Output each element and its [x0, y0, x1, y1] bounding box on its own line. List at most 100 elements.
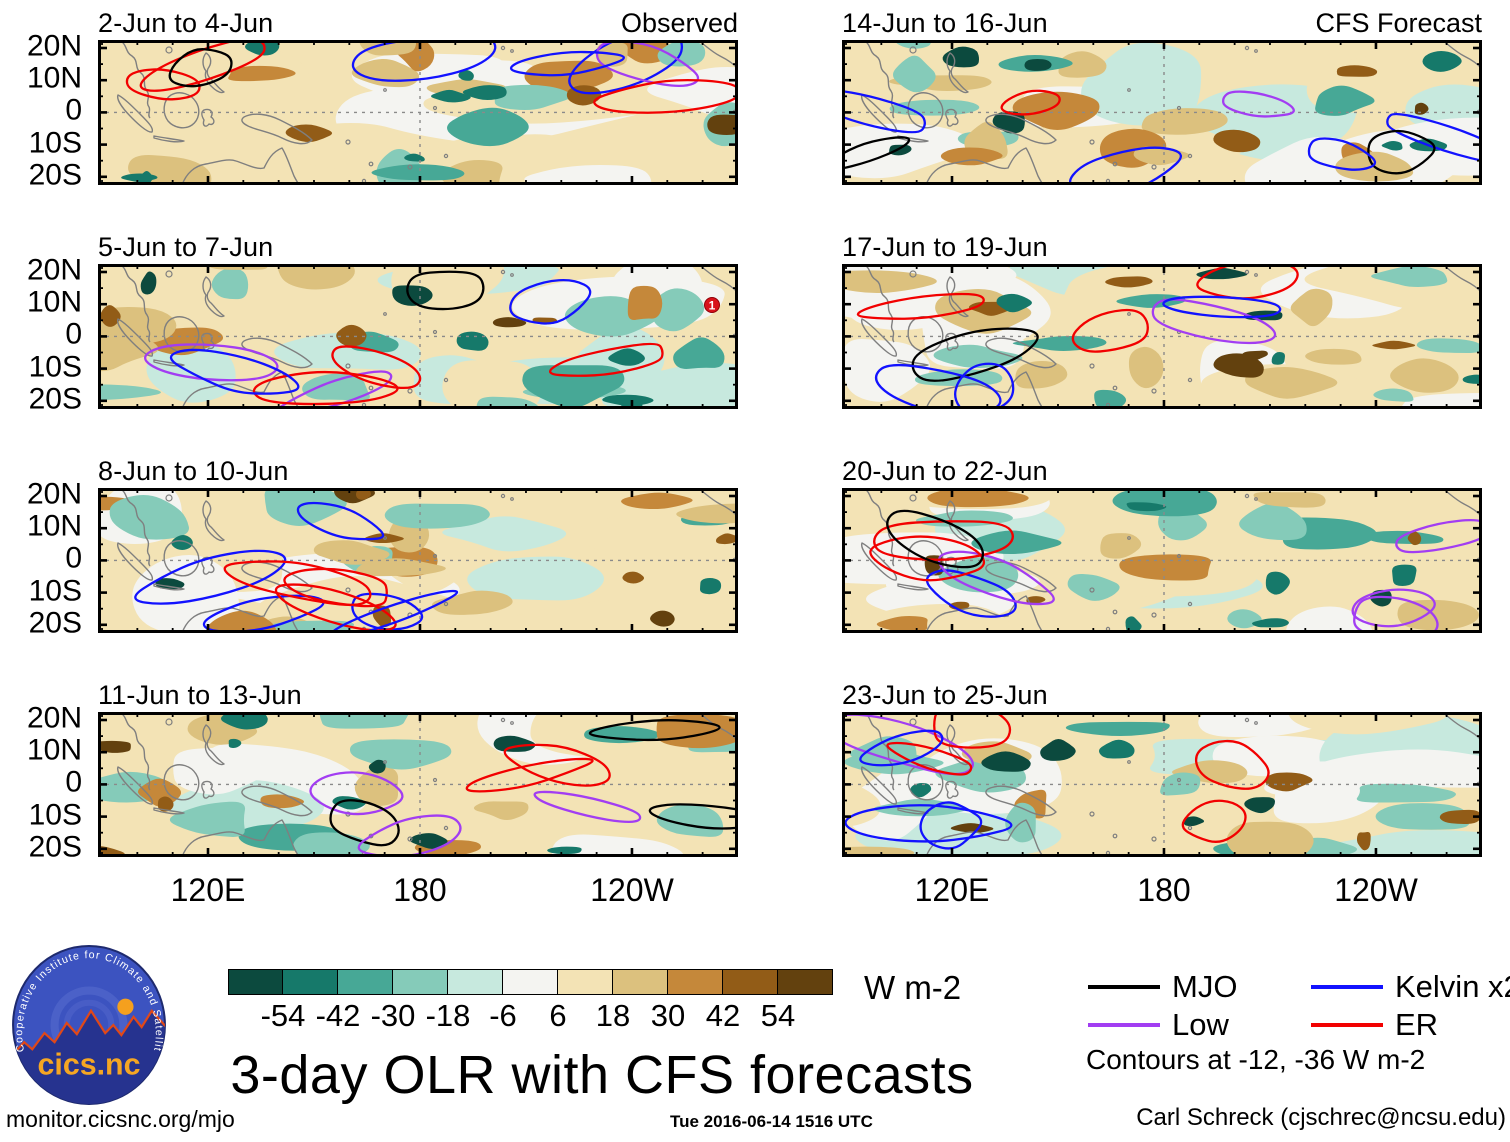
colorbar-segment — [723, 969, 778, 995]
panel-forecast-4: 23-Jun to 25-Jun — [842, 678, 1482, 857]
y-tick-label: 20N — [26, 701, 82, 735]
y-tick-label: 20S — [28, 382, 82, 416]
panel-title: 5-Jun to 7-Jun — [98, 232, 274, 262]
footer-site-url: monitor.cicsnc.org/mjo — [6, 1106, 235, 1132]
storm-marker: 1 — [704, 297, 720, 313]
column-header-forecast: CFS Forecast — [1315, 8, 1482, 38]
x-axis-labels-right: 120E 180 120W — [842, 872, 1482, 914]
y-tick-label: 20N — [26, 477, 82, 511]
panel-head: 8-Jun to 10-Jun — [98, 454, 738, 488]
x-tick-label: 120W — [590, 872, 674, 908]
colorbar-tick-label: -6 — [489, 998, 517, 1033]
logo-sun — [117, 998, 134, 1015]
logo-org-text: cics.nc — [38, 1049, 141, 1082]
legend-line-kelvin — [1311, 985, 1383, 989]
legend-label-er: ER — [1395, 1007, 1439, 1042]
y-tick-label: 10S — [28, 350, 82, 384]
colorbar-segment — [558, 969, 613, 995]
panel-head: 2-Jun to 4-Jun Observed — [98, 6, 738, 40]
y-tick-label: 20S — [28, 606, 82, 640]
x-tick-label: 120E — [914, 872, 990, 908]
colorbar-segment — [448, 969, 503, 995]
y-axis-labels-row-2: 20N 10N 0 10S 20S — [0, 254, 90, 416]
colorbar-units: W m-2 — [864, 969, 962, 1006]
legend-line-low — [1088, 1023, 1160, 1027]
panel-head: 17-Jun to 19-Jun — [842, 230, 1482, 264]
legend-label-mjo: MJO — [1172, 969, 1238, 1004]
colorbar-tick-label: -54 — [260, 998, 306, 1033]
colorbar-segment — [778, 969, 833, 995]
column-header-observed: Observed — [620, 8, 738, 38]
x-tick-label: 180 — [1137, 872, 1191, 908]
colorbar-segment — [668, 969, 723, 995]
panel-observed-3: 8-Jun to 10-Jun — [98, 454, 738, 633]
colorbar-tick-label: 42 — [705, 998, 741, 1033]
y-tick-label: 10S — [28, 574, 82, 608]
panel-title: 11-Jun to 13-Jun — [98, 680, 302, 710]
panel-title: 14-Jun to 16-Jun — [842, 8, 1048, 38]
panel-title: 2-Jun to 4-Jun — [98, 8, 274, 38]
panel-title: 8-Jun to 10-Jun — [98, 456, 289, 486]
colorbar-segments — [228, 969, 833, 995]
colorbar-tick-label: -42 — [315, 998, 361, 1033]
panel-forecast-2: 17-Jun to 19-Jun — [842, 230, 1482, 409]
panel-forecast-1: 14-Jun to 16-Jun CFS Forecast — [842, 6, 1482, 185]
y-tick-label: 10N — [26, 733, 82, 767]
panel-observed-2: 5-Jun to 7-Jun 1 — [98, 230, 738, 409]
legend-item-mjo: MJO — [1088, 968, 1237, 1006]
y-tick-label: 10S — [28, 798, 82, 832]
y-tick-label: 20N — [26, 253, 82, 287]
panel-head: 5-Jun to 7-Jun — [98, 230, 738, 264]
y-tick-label: 0 — [65, 766, 82, 800]
panel-head: 14-Jun to 16-Jun CFS Forecast — [842, 6, 1482, 40]
x-tick-label: 180 — [393, 872, 447, 908]
y-tick-label: 10N — [26, 61, 82, 95]
colorbar-tick-label: -18 — [425, 998, 471, 1033]
map-canvas-3 — [98, 488, 738, 633]
cicsnc-logo: Cooperative Institute for Climate and Sa… — [8, 944, 166, 1105]
x-tick-label: 120W — [1334, 872, 1418, 908]
map-canvas-1 — [98, 40, 738, 185]
y-axis-labels-row-3: 20N 10N 0 10S 20S — [0, 478, 90, 640]
colorbar-segment — [613, 969, 668, 995]
colorbar-segment — [338, 969, 393, 995]
colorbar: -54 -42 -30 -18 -6 6 18 30 42 54 W m-2 — [228, 969, 961, 1039]
panel-title: 17-Jun to 19-Jun — [842, 232, 1048, 262]
panel-title: 20-Jun to 22-Jun — [842, 456, 1048, 486]
legend-item-er: ER — [1311, 1006, 1438, 1044]
legend-label-kelvin: Kelvin x2 — [1395, 969, 1510, 1004]
map-canvas-5 — [842, 40, 1482, 185]
footer-credit: Carl Schreck (cjschrec@ncsu.edu) — [1136, 1104, 1506, 1131]
footer-timestamp: Tue 2016-06-14 1516 UTC — [670, 1112, 873, 1131]
colorbar-tick-label: -30 — [370, 998, 416, 1033]
x-axis-labels-left: 120E 180 120W — [98, 872, 738, 914]
panel-head: 23-Jun to 25-Jun — [842, 678, 1482, 712]
y-axis-labels-row-4: 20N 10N 0 10S 20S — [0, 702, 90, 864]
panel-head: 20-Jun to 22-Jun — [842, 454, 1482, 488]
y-tick-label: 10N — [26, 509, 82, 543]
logo-mountains — [13, 1008, 165, 1104]
y-tick-label: 10S — [28, 126, 82, 160]
contour-levels-note: Contours at -12, -36 W m-2 — [1086, 1044, 1426, 1075]
legend-line-mjo — [1088, 985, 1160, 989]
map-canvas-6 — [842, 264, 1482, 409]
y-tick-label: 0 — [65, 94, 82, 128]
y-tick-label: 10N — [26, 285, 82, 319]
y-axis-labels-row-1: 20N 10N 0 10S 20S — [0, 30, 90, 192]
legend-item-low: Low — [1088, 1006, 1229, 1044]
colorbar-tick-label: 54 — [760, 998, 796, 1033]
y-tick-label: 0 — [65, 318, 82, 352]
colorbar-tick-label: 30 — [650, 998, 686, 1033]
y-tick-label: 0 — [65, 542, 82, 576]
map-canvas-8 — [842, 712, 1482, 857]
legend-item-kelvin: Kelvin x2 — [1311, 968, 1510, 1006]
panel-title: 23-Jun to 25-Jun — [842, 680, 1048, 710]
panel-observed-4: 11-Jun to 13-Jun — [98, 678, 738, 857]
panel-observed-1: 2-Jun to 4-Jun Observed — [98, 6, 738, 185]
legend-line-er — [1311, 1023, 1383, 1027]
colorbar-segment — [503, 969, 558, 995]
map-canvas-7 — [842, 488, 1482, 633]
colorbar-segment — [283, 969, 338, 995]
panel-forecast-3: 20-Jun to 22-Jun — [842, 454, 1482, 633]
